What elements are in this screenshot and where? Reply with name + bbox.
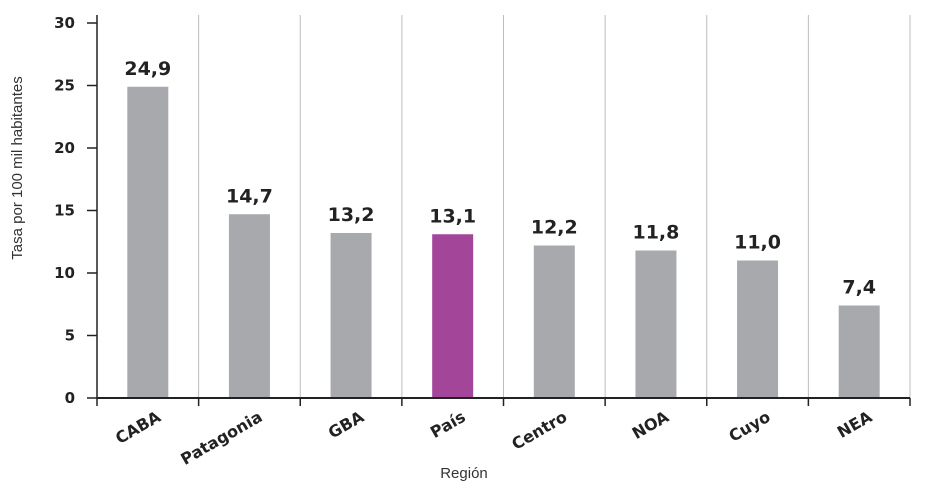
- bar-1: [228, 214, 270, 398]
- category-label-6: Cuyo: [725, 407, 773, 446]
- y-tick-label: 15: [54, 202, 75, 220]
- y-tick-labels: 0 5 10 15 20 25 30: [54, 14, 75, 407]
- data-label-3: 13,1: [429, 205, 476, 227]
- bar-0: [127, 86, 169, 398]
- data-label-5: 11,8: [632, 222, 679, 244]
- data-label-6: 11,0: [734, 232, 781, 254]
- value-labels: 24,9 14,7 13,2 13,1 12,2 11,8 11,0 7,4: [124, 58, 876, 299]
- bar-5: [635, 250, 677, 398]
- data-label-0: 24,9: [124, 58, 171, 80]
- bar-4: [533, 245, 575, 398]
- y-tick-label: 25: [54, 77, 75, 95]
- y-tick-label: 10: [54, 264, 75, 282]
- category-label-2: GBA: [325, 407, 368, 443]
- axes: [87, 15, 911, 406]
- category-label-7: NEA: [834, 407, 876, 442]
- data-label-1: 14,7: [226, 185, 273, 207]
- x-axis-title: Región: [440, 465, 488, 482]
- category-label-4: Centro: [508, 407, 570, 454]
- data-label-2: 13,2: [328, 204, 375, 226]
- y-axis-title: Tasa por 100 mil habitantes: [9, 76, 26, 259]
- bar-2: [330, 233, 372, 398]
- y-tick-label: 30: [54, 14, 75, 32]
- category-label-0: CABA: [112, 407, 164, 448]
- bar-6: [737, 260, 779, 398]
- y-tick-label: 5: [65, 327, 75, 345]
- grid-lines: [198, 15, 911, 398]
- category-label-1: Patagonia: [177, 407, 265, 469]
- bars: [127, 86, 880, 398]
- data-label-4: 12,2: [531, 217, 578, 239]
- category-label-3: País: [427, 407, 469, 442]
- bar-7: [838, 305, 880, 398]
- x-tick-labels: CABA Patagonia GBA País Centro NOA Cuyo NEA: [112, 407, 876, 469]
- y-tick-label: 20: [54, 139, 75, 157]
- bar-3: [432, 234, 474, 398]
- category-label-5: NOA: [629, 407, 673, 443]
- data-label-7: 7,4: [842, 277, 876, 299]
- y-tick-label: 0: [65, 389, 75, 407]
